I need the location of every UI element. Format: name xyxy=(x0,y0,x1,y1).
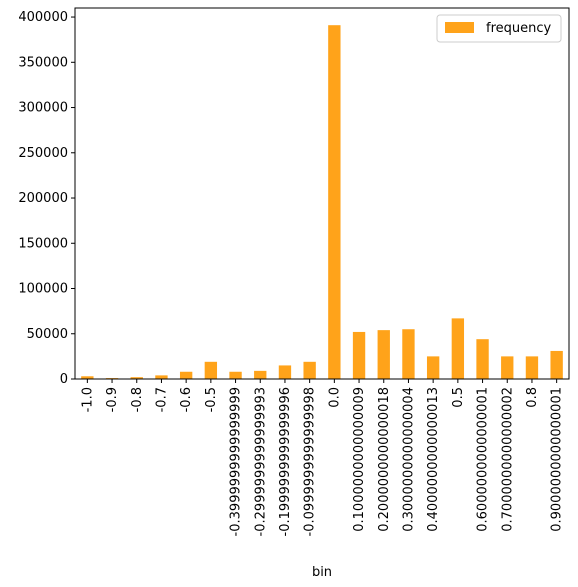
x-tick-label: 0.5 xyxy=(451,387,466,408)
x-tick-label: -0.8 xyxy=(130,387,145,412)
y-tick-label: 100000 xyxy=(18,282,68,297)
bar xyxy=(378,330,390,379)
y-tick-label: 0 xyxy=(60,372,68,387)
x-tick-label: 0.7000000000000002 xyxy=(500,387,515,532)
y-tick-label: 200000 xyxy=(18,191,68,206)
x-tick-label: 0.2000000000000018 xyxy=(377,387,392,532)
bar xyxy=(526,356,538,379)
x-tick-label: 0.9000000000000001 xyxy=(550,387,565,532)
x-tick-label: 0.1000000000000009 xyxy=(352,387,367,532)
bar xyxy=(452,318,464,379)
y-tick-label: 400000 xyxy=(18,10,68,25)
x-tick-label: -0.3999999999999999 xyxy=(229,387,244,536)
x-axis: -1.0 -0.9 -0.8 -0.7 -0.6 -0.5 -0.3999999999999… xyxy=(80,379,564,536)
x-tick-label: 0.3000000000000004 xyxy=(401,387,416,532)
bar xyxy=(328,25,340,379)
bar xyxy=(353,332,365,379)
x-tick-label: -0.7 xyxy=(154,387,169,412)
x-tick-label: -0.9 xyxy=(105,387,120,412)
bar xyxy=(229,372,241,379)
bar xyxy=(427,356,439,379)
bar xyxy=(501,356,513,379)
plot-frame xyxy=(75,8,569,379)
bar xyxy=(550,351,562,379)
x-axis-label: bin xyxy=(312,565,332,580)
x-tick-label: 0.8 xyxy=(525,387,540,408)
bar xyxy=(476,339,488,379)
bar xyxy=(303,362,315,379)
x-tick-label: 0.6000000000000001 xyxy=(476,387,491,532)
x-tick-label: 0.4000000000000013 xyxy=(426,387,441,532)
y-tick-label: 250000 xyxy=(18,146,68,161)
x-tick-label: -0.0999999999999998 xyxy=(303,387,318,536)
legend: frequency xyxy=(437,15,561,42)
x-tick-label: -0.6 xyxy=(179,387,194,412)
bar xyxy=(180,372,192,379)
bar xyxy=(402,329,414,379)
legend-swatch xyxy=(445,22,474,33)
x-tick-label: 0.0 xyxy=(327,387,342,408)
x-tick-label: -1.0 xyxy=(80,387,95,412)
y-tick-label: 300000 xyxy=(18,101,68,116)
y-tick-label: 150000 xyxy=(18,236,68,251)
bars-group xyxy=(81,25,563,379)
y-tick-label: 50000 xyxy=(27,327,68,342)
x-tick-label: -0.2999999999999993 xyxy=(253,387,268,536)
bar xyxy=(279,365,291,379)
bar xyxy=(254,371,266,379)
bar xyxy=(155,375,167,379)
x-tick-label: -0.5 xyxy=(204,387,219,412)
x-tick-label: -0.1999999999999996 xyxy=(278,387,293,536)
legend-label: frequency xyxy=(486,21,552,36)
y-tick-label: 350000 xyxy=(18,55,68,70)
bar xyxy=(205,362,217,379)
y-axis: 0 50000 100000 150000 200000 250000 300000 3500… xyxy=(18,10,75,387)
